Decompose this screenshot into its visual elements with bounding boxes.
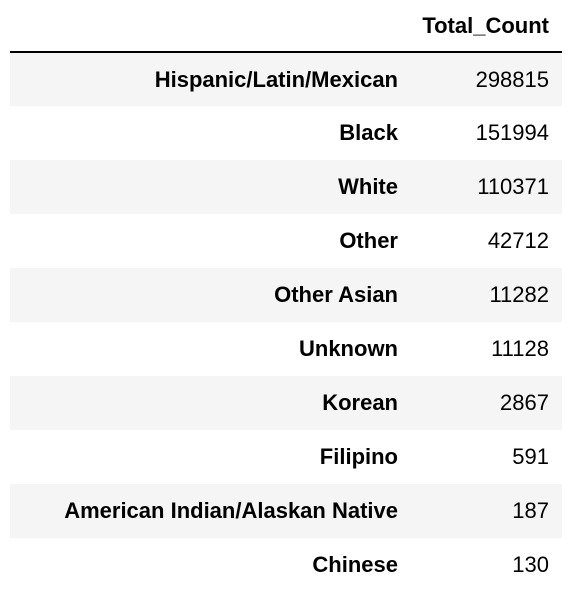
- row-label: White: [10, 160, 398, 214]
- dataframe-output: Total_Count Hispanic/Latin/Mexican 29881…: [10, 0, 562, 604]
- row-value: 298815: [475, 66, 549, 92]
- row-value: 187: [512, 498, 549, 523]
- table-row: Black 151994: [10, 106, 562, 160]
- table-header: Total_Count: [10, 0, 562, 53]
- row-label-text: White: [338, 174, 398, 199]
- row-label-text: Black: [339, 120, 398, 145]
- table-row: Unknown 11128: [10, 322, 562, 376]
- row-label-text: Filipino: [319, 444, 398, 469]
- row-value: 130: [512, 552, 549, 577]
- row-label-text: Unknown: [299, 336, 398, 361]
- row-label-text: Other Asian: [274, 282, 398, 307]
- table-row: Filipino 591: [10, 430, 562, 484]
- row-value: 591: [512, 444, 549, 469]
- row-label: American Indian/Alaskan Native: [10, 484, 398, 538]
- column-header-total-count: Total_Count: [398, 0, 562, 53]
- table-row: American Indian/Alaskan Native 187: [10, 484, 562, 538]
- row-value: 2867: [500, 390, 549, 415]
- row-label-text: Other: [339, 228, 398, 253]
- row-value: 151994: [475, 120, 549, 145]
- index-header: [10, 0, 398, 53]
- table-row: White 110371: [10, 160, 562, 214]
- row-label-text: American Indian/Alaskan Native: [64, 498, 398, 523]
- row-value: 11128: [491, 336, 549, 361]
- row-label: Other Asian: [10, 268, 398, 322]
- table-row: Korean 2867: [10, 376, 562, 430]
- row-value: 110371: [477, 174, 549, 199]
- dataframe-table: Total_Count Hispanic/Latin/Mexican 29881…: [10, 0, 562, 592]
- table-row: Other 42712: [10, 214, 562, 268]
- row-label-text: Korean: [322, 390, 398, 415]
- row-value: 11282: [489, 282, 549, 307]
- row-label-text: Hispanic/Latin/Mexican: [154, 66, 398, 92]
- row-label: Unknown: [10, 322, 398, 376]
- header-row: Total_Count: [10, 0, 562, 53]
- table-row: Chinese 130: [10, 538, 562, 592]
- row-label: Filipino: [10, 430, 398, 484]
- row-label: Black: [10, 106, 398, 160]
- row-value: 42712: [487, 228, 549, 253]
- row-label: Korean: [10, 376, 398, 430]
- table-row: Hispanic/Latin/Mexican 298815: [10, 52, 562, 106]
- row-label: Other: [10, 214, 398, 268]
- row-label: Chinese: [10, 538, 398, 592]
- table-body: Hispanic/Latin/Mexican 298815 Black 1519…: [10, 52, 562, 592]
- row-label-text: Chinese: [312, 552, 398, 577]
- table-row: Other Asian 11282: [10, 268, 562, 322]
- row-label: Hispanic/Latin/Mexican: [10, 52, 398, 106]
